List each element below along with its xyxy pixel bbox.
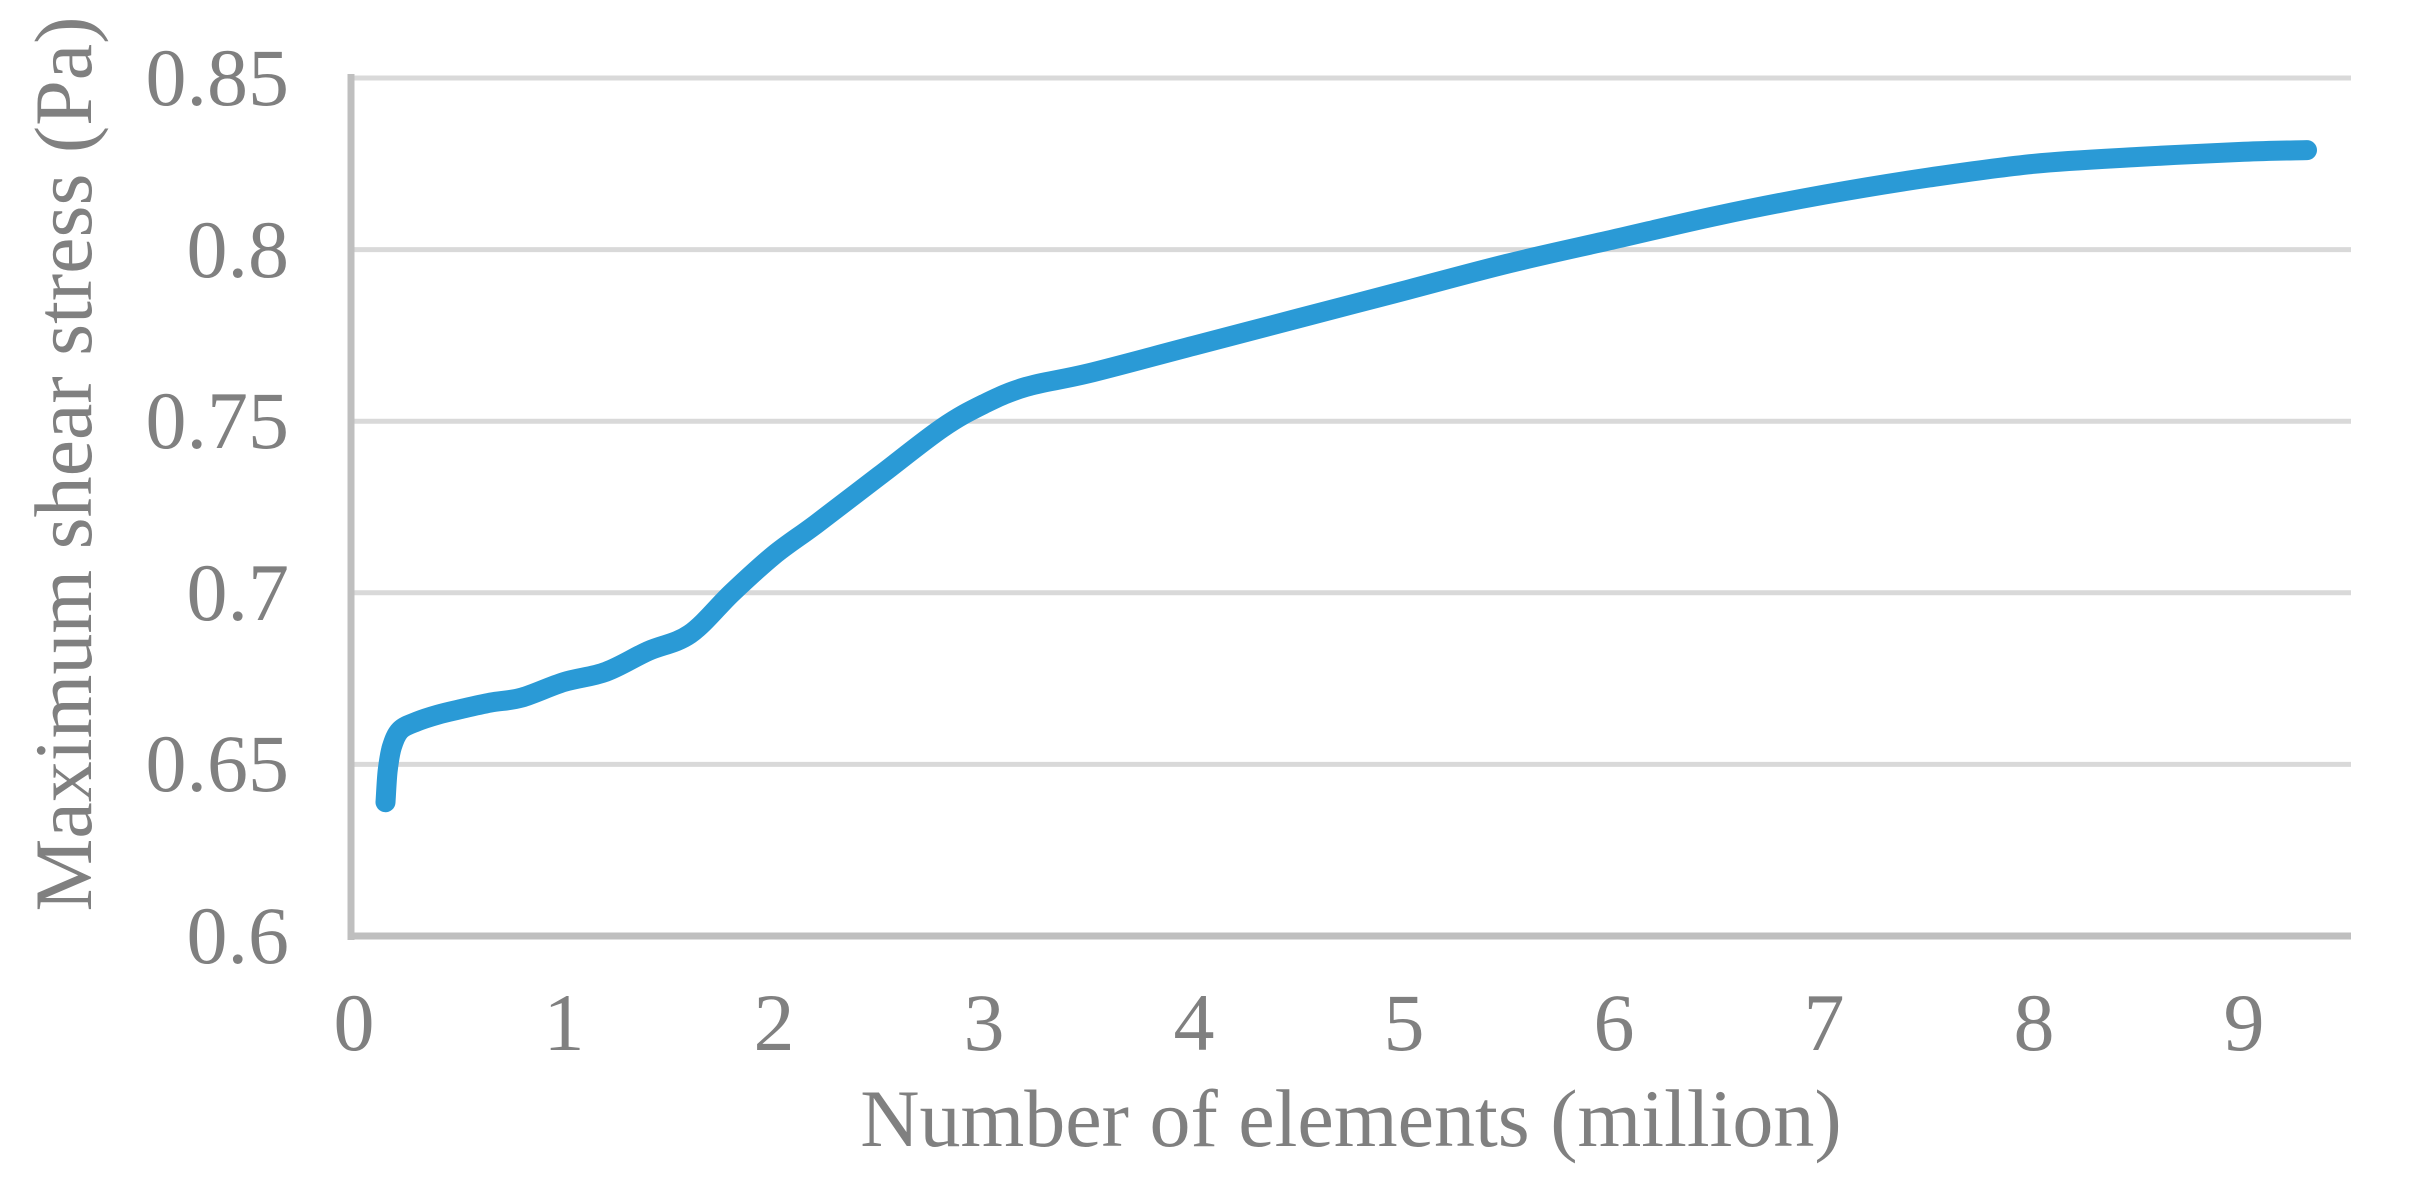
- y-tick-label: 0.8: [186, 204, 290, 295]
- x-tick-label: 0: [333, 977, 375, 1068]
- x-tick-label: 8: [2013, 977, 2055, 1068]
- x-tick-label: 7: [1803, 977, 1845, 1068]
- x-tick-label: 6: [1593, 977, 1635, 1068]
- y-axis-title: Maximum shear stress (Pa): [18, 16, 109, 912]
- y-tick-label: 0.75: [145, 375, 290, 466]
- x-tick-label: 2: [753, 977, 795, 1068]
- gridlines: [351, 75, 2351, 767]
- y-tick-label: 0.65: [145, 718, 290, 809]
- series-line: [375, 140, 2317, 813]
- x-tick-label: 4: [1173, 977, 1215, 1068]
- y-tick-label: 0.7: [186, 547, 290, 638]
- x-tick-label: 3: [963, 977, 1005, 1068]
- x-axis-title: Number of elements (million): [860, 1073, 1842, 1164]
- y-tick-label: 0.6: [186, 890, 290, 981]
- x-tick-label: 9: [2223, 977, 2265, 1068]
- x-tick-label: 5: [1383, 977, 1425, 1068]
- x-tick-label: 1: [543, 977, 585, 1068]
- y-tick-label: 0.85: [145, 32, 290, 123]
